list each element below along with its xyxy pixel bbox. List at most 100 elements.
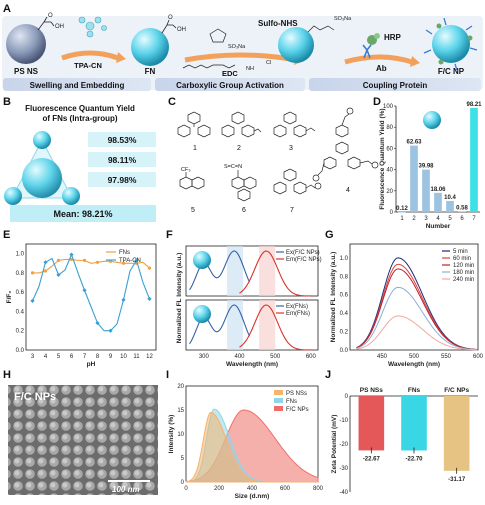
f-em-curve (239, 304, 311, 351)
g-legend-label: 180 min (453, 270, 474, 276)
panel-e-line-chart: E 0.0 0.2 0.4 0.6 0.8 1.0 3 4 5 6 7 8 9 10 11 12 pH F/F₀ F… (3, 229, 157, 368)
e-x-tick-label: 4 (44, 354, 48, 360)
structure-5 (179, 172, 205, 190)
j-category-label: F/C NPs (444, 387, 469, 394)
panel-label-c: C (168, 96, 176, 108)
g-legend-label: 120 min (453, 263, 474, 269)
g-x-tick-label: 550 (441, 354, 452, 360)
i-legend-swatch (274, 398, 283, 403)
panel-label-a: A (3, 3, 11, 15)
e-x-tick-label: 3 (31, 354, 35, 360)
e-data-point (56, 258, 61, 262)
j-bar (358, 396, 385, 451)
e-x-tick-label: 11 (133, 354, 140, 360)
g-series-line (356, 286, 478, 351)
j-y-tick-label: -20 (339, 442, 348, 448)
structure-2 (221, 111, 262, 138)
e-data-point (69, 252, 74, 257)
edc-molecule (182, 64, 236, 69)
svg-text:NH: NH (246, 66, 254, 72)
d-x-tick-label: 6 (460, 216, 464, 222)
qy-value-1: 98.53% (108, 135, 137, 145)
g-y-tick-label: 1.0 (340, 256, 349, 262)
j-bar (401, 396, 427, 451)
i-y-tick-label: 20 (177, 384, 184, 390)
structure-label-4: 4 (346, 187, 350, 194)
d-bar-value-label: 10.4 (444, 195, 456, 201)
i-y-tick-label: 5 (181, 456, 185, 462)
i-x-tick-label: 200 (214, 486, 225, 492)
d-y-tick-label: 40 (386, 168, 393, 174)
cooh-group-1 (37, 16, 55, 31)
i-x-tick-label: 0 (184, 486, 188, 492)
panel-d-bar-chart: D 0 20 40 60 80 100 0.12 1 62.63 2 39.98 3 18.06 4 10.… (373, 96, 482, 230)
stage-band-2 (155, 78, 305, 91)
i-x-tick-label: 600 (280, 486, 291, 492)
e-data-point (82, 258, 87, 262)
i-x-tick-label: 800 (313, 486, 324, 492)
structure-6 (231, 170, 257, 202)
sem-label: F/C NPs (14, 391, 56, 403)
f-x-tick-label: 600 (306, 354, 317, 360)
structure-4 (312, 107, 379, 182)
structure-3 (273, 111, 316, 138)
qy-mean: Mean: 98.21% (53, 209, 112, 219)
e-y-tick-label: 1.0 (16, 252, 25, 258)
svg-text:CF₃: CF₃ (181, 167, 191, 173)
tpa-cn-label: TPA-CN (74, 61, 102, 70)
g-series-line (356, 268, 478, 351)
panel-f-spectra: F Ex(F/C NPs)Em(F/C NPs) Ex(FNs)Em(FNs) 30… (166, 229, 322, 368)
j-y-axis-label: Zeta Potential (mV) (331, 415, 338, 474)
fn-label: FN (145, 67, 156, 76)
i-legend-swatch (274, 406, 283, 411)
e-y-tick-label: 0.4 (16, 309, 25, 315)
d-bar-value-label: 62.63 (406, 140, 422, 146)
j-y-tick-label: -40 (339, 490, 348, 496)
e-y-tick-label: 0.2 (16, 329, 25, 335)
svg-text:O: O (48, 13, 53, 19)
e-y-tick-label: 0.8 (16, 271, 25, 277)
i-legend-swatch (274, 390, 283, 395)
g-y-axis-label: Normalized FL Intensity (a.u.) (330, 252, 337, 343)
panel-a: A Swelling and Embedding Carboxylic Grou… (2, 3, 483, 91)
f-x-tick-label: 300 (199, 354, 210, 360)
svg-text:OH: OH (55, 24, 64, 30)
e-legend-label: TPA-CN (119, 258, 141, 264)
mean-box (10, 205, 156, 222)
g-x-tick-label: 600 (473, 354, 484, 360)
e-data-point (30, 298, 35, 303)
i-y-tick-label: 0 (181, 480, 185, 486)
svg-text:O: O (168, 15, 173, 21)
panel-b: B Fluorescence Quantum Yield of FNs (Int… (3, 96, 156, 222)
d-x-tick-label: 2 (412, 216, 416, 222)
j-y-tick-label: 0 (345, 394, 349, 400)
g-x-axis-label: Wavelength (nm) (388, 361, 440, 368)
g-plot-frame (349, 243, 479, 351)
qy-value-list: 98.53% 98.11% 97.98% (88, 132, 156, 187)
panel-b-title-1: Fluorescence Quantum Yield (25, 104, 135, 113)
panel-label-j: J (325, 369, 331, 381)
g-y-tick-label: 0.4 (340, 311, 349, 317)
e-data-point (82, 288, 87, 293)
e-data-point (43, 269, 48, 273)
structure-label-3: 3 (289, 145, 293, 152)
d-x-tick-label: 5 (448, 216, 452, 222)
i-legend-label: PS NSs (286, 391, 307, 397)
panel-label-g: G (325, 229, 334, 241)
f-plot-frame (185, 299, 319, 351)
f-em-shade (259, 246, 276, 296)
fn-sphere (131, 28, 169, 66)
edc-label: EDC (222, 69, 238, 78)
panel-label-i: I (166, 369, 169, 381)
stage-label-3: Coupling Protein (363, 81, 428, 90)
f-inset-sphere (193, 251, 211, 269)
g-y-tick-label: 0.8 (340, 274, 349, 280)
ps-ns-sphere (6, 24, 46, 64)
e-y-tick-label: 0.6 (16, 290, 25, 296)
i-series-area (185, 411, 318, 483)
j-y-tick-label: -30 (339, 466, 348, 472)
i-y-tick-label: 10 (177, 432, 184, 438)
e-y-tick-label: 0.0 (16, 348, 25, 354)
